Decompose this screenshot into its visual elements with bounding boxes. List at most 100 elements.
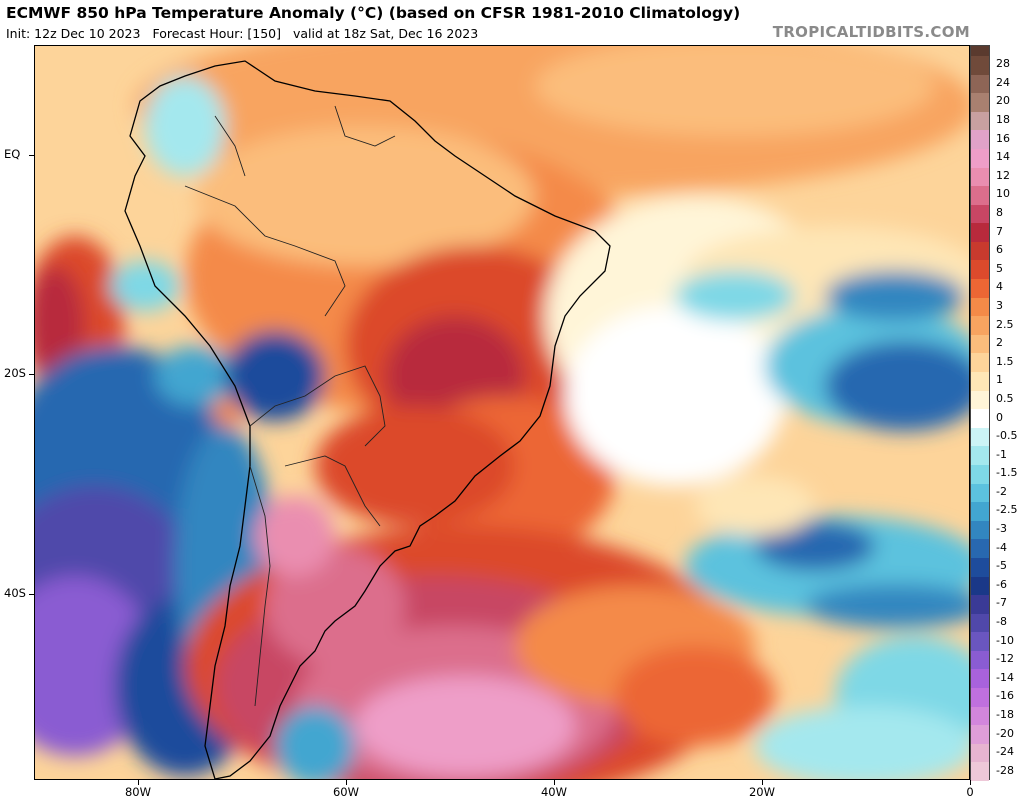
colorbar-label: -4 [996,540,1007,554]
colorbar-cell [971,464,989,485]
colorbar-cell [971,706,989,726]
colorbar-label: 10 [996,187,1010,201]
colorbar-cell [971,93,989,113]
colorbar-cell [971,186,989,206]
x-tick-mark [969,780,971,785]
colorbar-label: -6 [996,577,1007,591]
colorbar-label: 28 [996,57,1010,71]
colorbar-cell [971,372,989,392]
colorbar-label: -2.5 [996,503,1018,517]
colorbar-label: 2 [996,336,1003,350]
colorbar-label: -1.5 [996,466,1018,480]
colorbar-label: 14 [996,150,1010,164]
colorbar-cell [971,688,989,708]
colorbar-label: 2.5 [996,317,1014,331]
colorbar-cell [971,204,989,224]
colorbar-cell [971,130,989,150]
colorbar-label: 1.5 [996,354,1014,368]
colorbar-label: 20 [996,94,1010,108]
x-tick-label: 20W [748,785,776,799]
colorbar-label: 3 [996,298,1003,312]
colorbar-label: -12 [996,652,1014,666]
colorbar-cell [971,743,989,763]
colorbar-cell [971,409,989,429]
colorbar-cell [971,669,989,689]
colorbar-cell [971,427,989,447]
y-tick-mark [29,374,34,376]
colorbar-cell [971,446,989,466]
colorbar-cell [971,223,989,243]
colorbar-label: 4 [996,280,1003,294]
colorbar-label: -8 [996,614,1007,628]
colorbar-label: -14 [996,670,1014,684]
colorbar-label: 0.5 [996,391,1014,405]
colorbar-label: -16 [996,689,1014,703]
colorbar [970,45,990,782]
x-tick-label: 0 [966,785,974,799]
colorbar-cell [971,148,989,169]
colorbar-cell [971,632,989,652]
colorbar-label: -1 [996,447,1007,461]
colorbar-cell [971,390,989,410]
y-tick-label: 20S [4,366,26,381]
colorbar-label: 6 [996,243,1003,257]
colorbar-cell [971,56,989,76]
colorbar-label: -28 [996,763,1014,777]
colorbar-cell [971,167,989,187]
colorbar-label: -24 [996,745,1014,759]
x-tick-label: 80W [124,785,152,799]
colorbar-cell [971,520,989,540]
colorbar-cell [971,539,989,559]
colorbar-cell [971,613,989,633]
anomaly-map-canvas [35,46,969,779]
y-tick-mark [29,154,34,156]
valid-time: valid at 18z Sat, Dec 16 2023 [293,26,479,41]
colorbar-cell [971,111,989,131]
map-subtitle: Init: 12z Dec 10 2023 Forecast Hour: [15… [6,26,486,41]
colorbar-label: -0.5 [996,429,1018,443]
x-tick-mark [345,780,347,785]
site-watermark: TROPICALTIDBITS.COM [772,23,970,41]
colorbar-label: 1 [996,373,1003,387]
colorbar-label: 18 [996,113,1010,127]
colorbar-label: -7 [996,596,1007,610]
x-tick-mark [553,780,555,785]
init-time: Init: 12z Dec 10 2023 [6,26,141,41]
colorbar-cell [971,483,989,503]
country-borders [184,105,396,707]
colorbar-label: -10 [996,633,1014,647]
map-title: ECMWF 850 hPa Temperature Anomaly (°C) (… [6,4,741,22]
x-tick-mark [137,780,139,785]
colorbar-label: 0 [996,410,1003,424]
colorbar-cell [971,353,989,373]
colorbar-cell [971,595,989,615]
colorbar-cell [971,334,989,354]
colorbar-cell [971,297,989,317]
colorbar-cell [971,260,989,280]
anomaly-shading [35,46,969,779]
y-tick-label: 40S [4,585,26,600]
coastline [124,60,611,779]
colorbar-label: -2 [996,484,1007,498]
colorbar-label: 5 [996,261,1003,275]
colorbar-label: -18 [996,707,1014,721]
y-tick-label: EQ [4,146,21,161]
colorbar-label: -5 [996,559,1007,573]
colorbar-label: 24 [996,75,1010,89]
colorbar-label: 7 [996,224,1003,238]
colorbar-cell [971,74,989,94]
x-tick-label: 60W [332,785,360,799]
colorbar-cell [971,241,989,261]
colorbar-label: 16 [996,131,1010,145]
x-tick-label: 40W [540,785,568,799]
colorbar-cell [971,316,989,336]
colorbar-cell [971,725,989,745]
colorbar-cell [971,502,989,522]
forecast-hour: Forecast Hour: [150] [152,26,282,41]
colorbar-label: 12 [996,168,1010,182]
colorbar-label: -3 [996,522,1007,536]
anomaly-map [34,45,970,780]
colorbar-cell [971,46,989,56]
colorbar-cell [971,762,989,782]
colorbar-cell [971,576,989,596]
